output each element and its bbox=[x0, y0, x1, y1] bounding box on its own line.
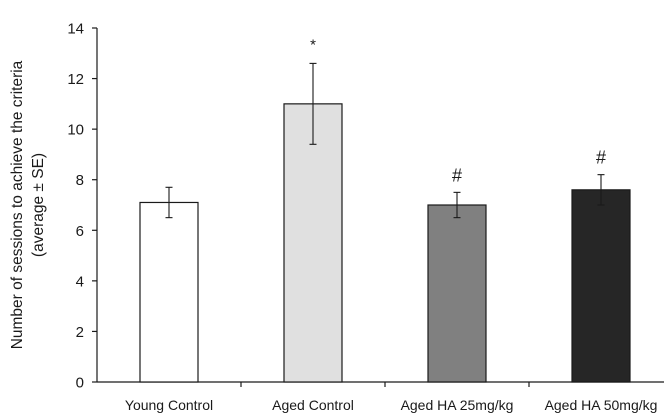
bar bbox=[427, 204, 487, 383]
y-axis-subtitle: (average ± SE) bbox=[30, 153, 47, 257]
y-tick-label: 12 bbox=[67, 71, 84, 88]
y-tick-label: 2 bbox=[76, 324, 84, 341]
significance-marker: # bbox=[452, 165, 462, 185]
x-category-label: Aged HA 25mg/kg bbox=[401, 397, 514, 413]
y-axis-title: Number of sessions to achieve the criter… bbox=[9, 60, 26, 349]
y-tick-label: 6 bbox=[76, 223, 84, 240]
y-tick-label: 10 bbox=[67, 122, 84, 139]
y-tick-label: 14 bbox=[67, 21, 84, 38]
x-category-label: Young Control bbox=[125, 397, 213, 413]
significance-marker: # bbox=[596, 148, 606, 168]
significance-marker: * bbox=[310, 36, 316, 53]
x-category-label: Aged HA 50mg/kg bbox=[545, 397, 658, 413]
bar bbox=[571, 189, 631, 383]
y-tick-label: 0 bbox=[76, 375, 84, 392]
x-category-label: Aged Control bbox=[272, 397, 354, 413]
y-tick-label: 4 bbox=[76, 273, 84, 290]
bar bbox=[139, 201, 199, 383]
labels: Young Control * Aged Control # Aged HA 25mg/… bbox=[125, 36, 658, 413]
bar bbox=[283, 103, 343, 383]
bars bbox=[139, 62, 631, 383]
y-tick-label: 8 bbox=[76, 172, 84, 189]
